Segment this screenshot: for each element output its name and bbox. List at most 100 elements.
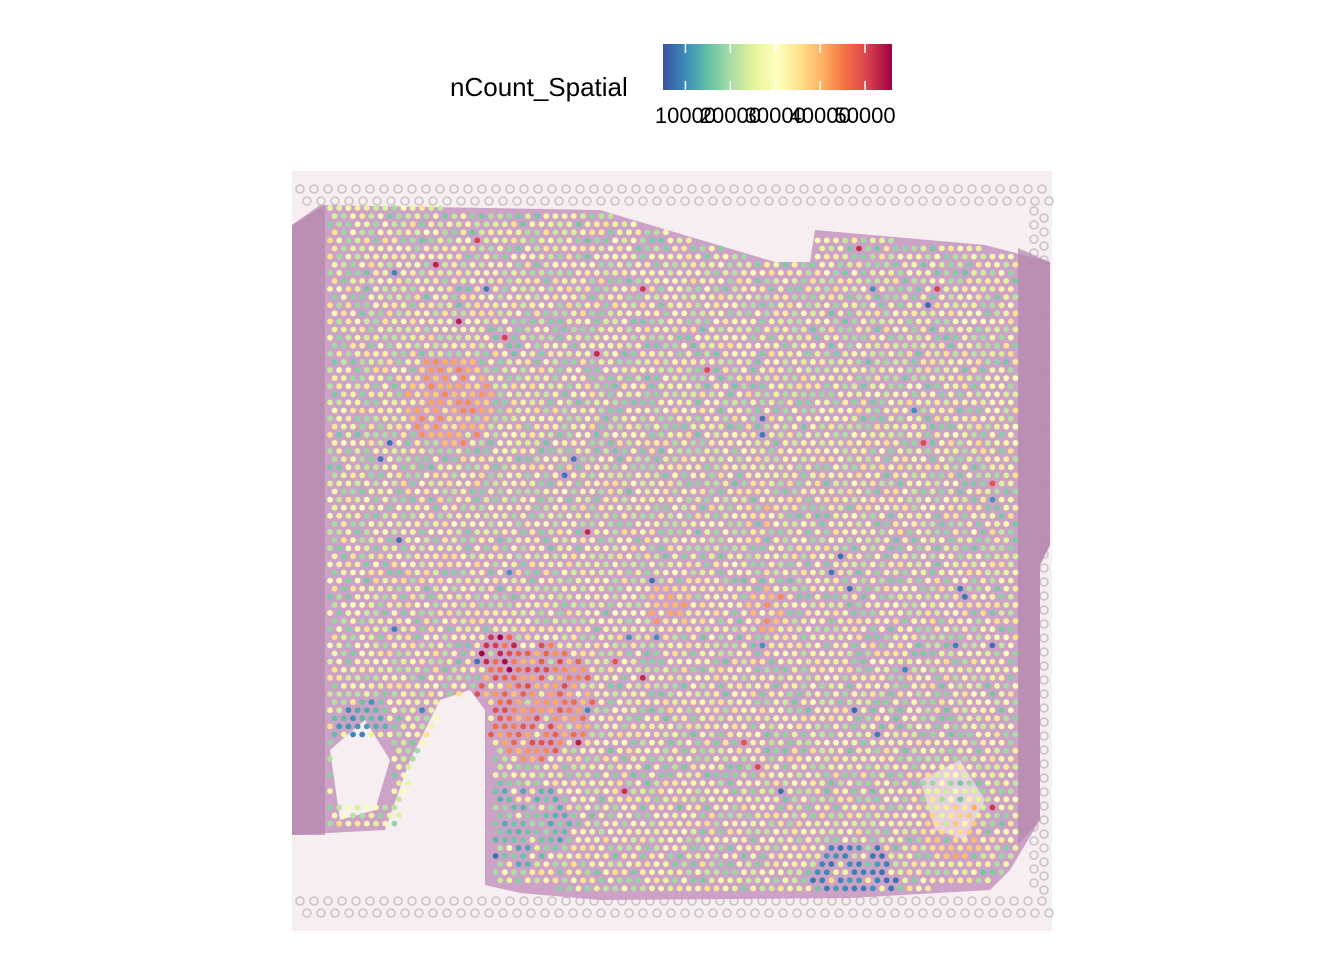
spot [350,294,356,300]
spot [382,350,389,357]
spot [593,626,600,633]
spot [865,504,872,511]
spot [906,642,913,649]
spot [455,237,462,244]
spot [800,683,807,689]
spot [814,237,821,244]
spot [796,707,803,714]
spot [796,561,803,568]
spot [662,715,669,722]
spot [589,504,596,511]
spot [718,747,724,754]
spot [704,642,711,649]
spot [777,334,784,341]
spot [897,593,904,600]
spot [828,715,835,722]
spot [902,278,908,284]
spot [1012,650,1019,657]
spot [672,375,678,381]
spot [497,456,504,462]
spot [741,755,747,762]
spot [331,375,338,381]
spot [363,577,370,584]
spot [920,569,927,576]
spot [975,521,982,527]
spot [938,504,945,511]
spot [419,464,425,471]
spot [805,626,812,633]
spot [856,537,862,543]
spot [998,480,1005,487]
spot [856,764,862,770]
spot [681,618,688,624]
spot [842,593,849,600]
spot [442,294,448,300]
spot [791,359,798,365]
spot [952,334,959,341]
spot [345,593,352,600]
spot [432,261,439,268]
spot [699,585,706,592]
spot [336,334,343,341]
spot [414,359,421,365]
spot [934,739,941,746]
spot [442,602,448,608]
spot [754,618,761,624]
spot [400,480,407,487]
spot [547,707,554,714]
spot [557,464,563,471]
spot [805,448,812,454]
spot [331,553,338,560]
spot [488,278,494,284]
spot [897,755,904,762]
spot [966,245,973,252]
spot [570,375,577,381]
spot [754,683,761,689]
spot [639,286,646,292]
spot [658,399,665,406]
spot [750,577,757,584]
spot [980,350,987,357]
spot [975,359,982,365]
spot [561,440,568,446]
spot [405,521,412,527]
spot [869,253,876,260]
spot [727,521,734,527]
spot [350,278,356,284]
spot [754,764,761,770]
spot [667,286,674,292]
spot [837,407,844,414]
spot [957,245,964,252]
spot [741,593,747,600]
spot [391,334,398,341]
spot [754,521,761,527]
spot [511,221,517,228]
spot [607,764,614,770]
spot [547,755,554,762]
spot [644,553,651,560]
spot [566,577,573,584]
spot [768,707,775,714]
spot [837,261,844,268]
spot [837,278,844,284]
spot [584,367,591,373]
spot [998,739,1005,746]
spot [777,642,784,649]
spot [851,691,858,697]
spot [478,310,485,317]
spot [929,245,936,252]
spot [612,577,619,584]
spot [635,569,642,576]
spot [612,626,619,633]
spot [621,269,628,276]
spot [856,456,862,462]
spot [382,448,389,454]
spot [455,253,462,260]
spot [534,326,540,333]
spot [681,650,688,657]
spot [984,440,991,446]
spot [639,545,646,552]
spot [483,302,490,309]
spot [336,577,343,584]
spot [350,407,356,414]
